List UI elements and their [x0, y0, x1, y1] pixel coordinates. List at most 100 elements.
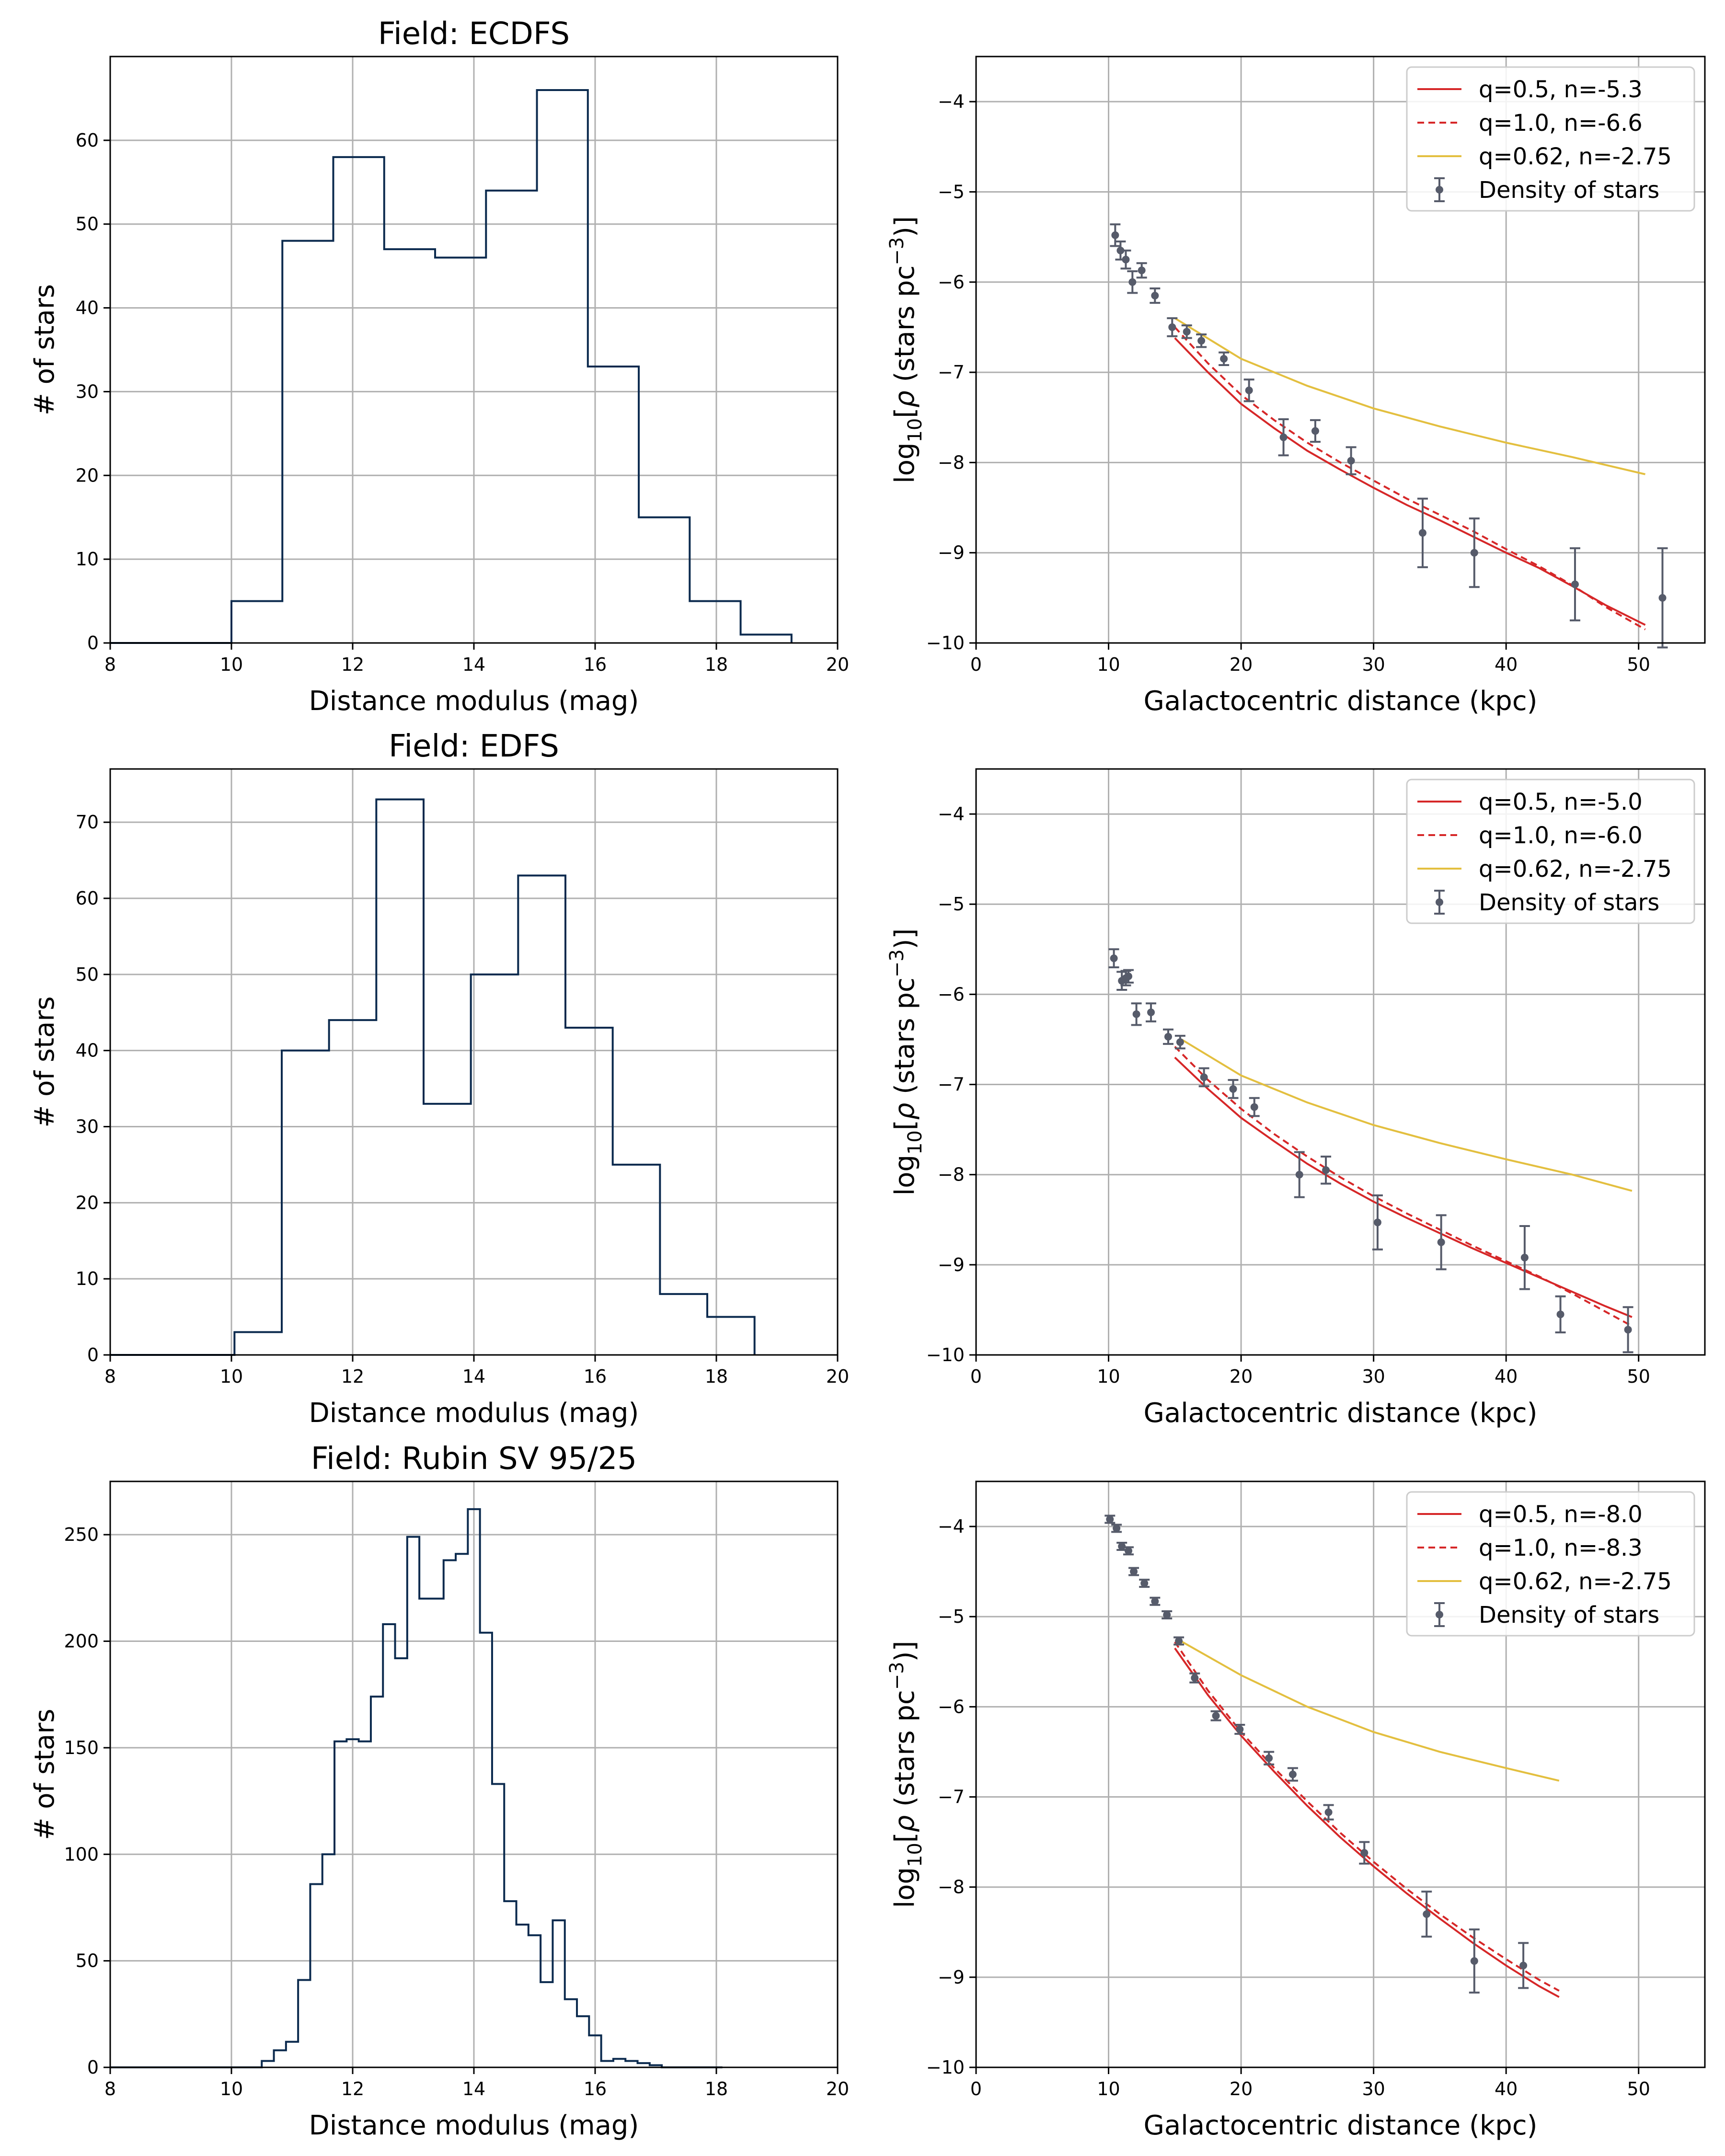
x-tick-label: 14 — [462, 654, 485, 675]
density-point — [1113, 1524, 1121, 1532]
x-tick-label: 20 — [1230, 2078, 1253, 2099]
density-point — [1132, 1010, 1140, 1018]
y-tick-label: −6 — [938, 984, 965, 1005]
x-tick-label: 18 — [705, 1366, 728, 1387]
legend-point — [1436, 186, 1443, 194]
y-tick-label: 10 — [76, 1268, 99, 1289]
density-point — [1245, 386, 1253, 394]
y-label-units: (stars pc — [889, 977, 920, 1102]
x-tick-label: 20 — [826, 1366, 849, 1387]
y-tick-label: 20 — [76, 1192, 99, 1213]
y-label-body: [ — [889, 408, 920, 418]
axes-frame — [975, 1480, 1706, 2068]
density-point — [1163, 1611, 1171, 1619]
y-tick-label: −5 — [938, 181, 965, 202]
legend-box — [1406, 1491, 1695, 1637]
density-point — [1106, 1515, 1114, 1524]
legend-label: q=1.0, n=-8.3 — [1479, 1535, 1643, 1561]
y-tick-label: 30 — [76, 1116, 99, 1137]
density-panel: q=0.5, n=-8.0 q=1.0, n=-8.3 q=0.62, n=-2.7… — [886, 1480, 1706, 2141]
x-tick-label: 40 — [1495, 1366, 1518, 1387]
y-label-sub: 10 — [904, 1130, 926, 1155]
x-tick-label: 30 — [1362, 2078, 1385, 2099]
x-tick-label: 10 — [220, 654, 243, 675]
density-point — [1373, 1218, 1381, 1227]
y-axis-label: # of stars — [29, 996, 60, 1127]
x-tick-label: 14 — [462, 2078, 485, 2099]
y-tick-label: −7 — [938, 1074, 965, 1095]
density-point — [1437, 1238, 1445, 1246]
y-tick-label: 60 — [76, 888, 99, 909]
y-label-exp: −3 — [886, 237, 908, 265]
density-point — [1122, 255, 1130, 264]
y-tick-label: −9 — [938, 542, 965, 563]
density-point — [1220, 355, 1228, 363]
legend-label: q=0.62, n=-2.75 — [1479, 856, 1672, 883]
x-tick-label: 0 — [970, 654, 982, 675]
histogram-panel: 8 10 12 14 16 18 20 0 10 20 30 40 50 60 Distance modul… — [29, 16, 849, 717]
x-tick-label: 10 — [1097, 654, 1120, 675]
y-tick-label: 200 — [64, 1631, 99, 1652]
x-tick-label: 20 — [826, 654, 849, 675]
y-tick-label: 60 — [76, 130, 99, 151]
x-tick-label: 12 — [341, 2078, 364, 2099]
y-label-rho: ρ — [889, 1103, 920, 1120]
x-tick-label: 10 — [1097, 2078, 1120, 2099]
density-point — [1360, 1849, 1368, 1857]
y-tick-label: 250 — [64, 1524, 99, 1545]
histogram-step — [110, 89, 793, 644]
x-axis-label: Distance modulus (mag) — [309, 686, 639, 717]
legend-label: q=0.62, n=-2.75 — [1479, 1568, 1672, 1595]
y-tick-label: 10 — [76, 549, 99, 570]
model-line-dashed — [1174, 1046, 1633, 1327]
y-tick-label: −5 — [938, 1606, 965, 1627]
axes-frame — [975, 768, 1706, 1356]
y-tick-label: −8 — [938, 1164, 965, 1185]
y-tick-label: −5 — [938, 894, 965, 915]
y-tick-label: −7 — [938, 362, 965, 383]
model-line-gold — [1174, 317, 1646, 475]
density-point — [1229, 1085, 1237, 1093]
x-axis-label: Distance modulus (mag) — [309, 1398, 639, 1429]
y-tick-label: −4 — [938, 91, 965, 112]
density-point — [1110, 954, 1118, 963]
y-label-sub: 10 — [904, 1843, 926, 1867]
legend-label: q=1.0, n=-6.6 — [1479, 110, 1643, 137]
model-line-gold — [1181, 1038, 1633, 1192]
x-tick-label: 40 — [1495, 2078, 1518, 2099]
y-tick-label: 100 — [64, 1844, 99, 1865]
x-tick-label: 10 — [1097, 1366, 1120, 1387]
y-tick-label: 0 — [87, 2057, 99, 2078]
y-axis-label: log10[ρ (stars pc−3)] — [886, 1641, 926, 1908]
y-tick-label: 50 — [76, 964, 99, 985]
y-label-log: log — [889, 1155, 920, 1195]
y-axis-label: # of stars — [29, 284, 60, 415]
density-point — [1347, 457, 1355, 465]
legend-label: q=0.5, n=-5.3 — [1479, 76, 1643, 103]
x-tick-label: 8 — [104, 654, 116, 675]
density-point — [1212, 1712, 1220, 1720]
density-point — [1322, 1166, 1330, 1174]
density-point — [1324, 1808, 1333, 1816]
density-point — [1295, 1170, 1303, 1179]
legend-box — [1406, 66, 1695, 212]
y-tick-label: 20 — [76, 465, 99, 486]
x-tick-label: 16 — [584, 1366, 607, 1387]
density-point — [1125, 972, 1133, 980]
x-axis-label: Galactocentric distance (kpc) — [1143, 686, 1537, 717]
density-point — [1311, 427, 1319, 435]
density-point — [1138, 266, 1146, 275]
y-tick-label: −10 — [926, 2057, 965, 2078]
density-point — [1658, 594, 1667, 602]
density-point — [1288, 1770, 1297, 1778]
y-tick-label: −8 — [938, 452, 965, 473]
density-panel: q=0.5, n=-5.0 q=1.0, n=-6.0 q=0.62, n=-2.7… — [886, 768, 1706, 1429]
legend-point — [1436, 898, 1443, 906]
y-axis-label: log10[ρ (stars pc−3)] — [886, 216, 926, 483]
y-label-log: log — [889, 1867, 920, 1908]
y-tick-label: 30 — [76, 381, 99, 402]
y-label-sub: 10 — [904, 418, 926, 443]
x-tick-label: 14 — [462, 1366, 485, 1387]
model-line-dashed — [1174, 1641, 1560, 1992]
